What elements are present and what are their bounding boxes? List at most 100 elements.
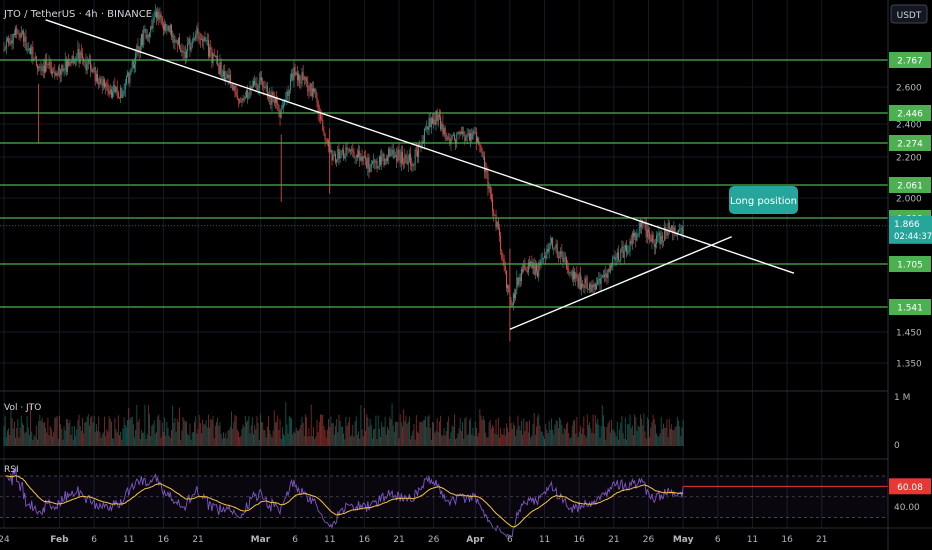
candle-body — [557, 256, 559, 258]
candle-body — [519, 277, 521, 282]
time-axis[interactable]: 24 Feb 6 11 16 21 Mar 6 11 16 21 26 Apr 6 11 16 21 26 May 6… — [0, 535, 827, 545]
volume-bar — [62, 439, 64, 446]
candle-body — [516, 277, 518, 290]
candle-body — [411, 164, 413, 167]
candle-body — [674, 227, 676, 233]
volume-bar — [105, 436, 107, 446]
candle-body — [481, 151, 483, 157]
volume-bar — [86, 416, 88, 446]
price-axis[interactable]: 2.7672.4462.2742.0611.8991.7051.5412.600… — [889, 52, 932, 513]
volume-bar — [30, 405, 32, 446]
candle-body — [460, 131, 462, 134]
candle-body — [551, 238, 552, 244]
candle-body — [355, 154, 357, 157]
candle-body — [295, 72, 297, 76]
candle-body — [493, 209, 495, 216]
candle-body — [212, 53, 214, 63]
long-position-callout[interactable]: Long position — [729, 186, 798, 214]
volume-bar — [93, 416, 95, 446]
candle-body — [140, 34, 142, 47]
candle-body — [523, 264, 525, 272]
volume-bar — [673, 430, 675, 446]
candle-body — [239, 99, 241, 102]
candle-body — [466, 133, 468, 138]
volume-bar — [590, 428, 592, 446]
level-price-badge — [889, 256, 931, 272]
volume-bar — [158, 414, 160, 446]
candle-body — [554, 247, 556, 249]
time-tick-label: 26 — [428, 535, 440, 545]
candle-body — [512, 293, 514, 305]
volume-bar — [571, 425, 573, 446]
candle-body — [315, 89, 317, 98]
candle-body — [591, 284, 593, 292]
volume-bar — [128, 407, 130, 446]
candle-body — [269, 95, 271, 99]
candle-body — [643, 223, 645, 224]
candle-body — [234, 85, 236, 92]
candle-body — [211, 49, 213, 63]
candle-body — [470, 133, 472, 141]
volume-bar — [54, 417, 56, 446]
candle-body — [49, 61, 51, 69]
volume-bar — [272, 430, 274, 446]
volume-bar — [576, 416, 578, 446]
candle-body — [249, 86, 251, 98]
candle-body — [375, 160, 377, 163]
candle-body — [650, 238, 652, 242]
candle-body — [350, 150, 351, 152]
candle-body — [482, 156, 484, 158]
volume-bar — [310, 404, 312, 446]
candle-body — [426, 126, 428, 129]
volume-bar — [569, 438, 571, 446]
volume-bar — [22, 423, 23, 446]
candle-body — [90, 60, 92, 70]
candle-body — [192, 38, 194, 40]
candle-body — [120, 87, 122, 99]
candle-body — [635, 232, 637, 241]
volume-bar — [426, 427, 428, 446]
volume-bar — [323, 425, 325, 446]
candle-body — [417, 150, 418, 157]
volume-bar — [682, 419, 684, 446]
volume-bar — [114, 417, 116, 446]
candle-body — [101, 82, 103, 87]
candle-body — [465, 137, 467, 142]
candle-body — [441, 123, 443, 130]
volume-bar — [97, 430, 99, 446]
candle-body — [548, 244, 550, 252]
volume-bar — [381, 421, 383, 446]
currency-badge[interactable]: USDT — [890, 4, 928, 24]
candle-body — [630, 240, 632, 244]
volume-bar — [65, 419, 67, 446]
volume-bar — [626, 439, 628, 446]
volume-bar — [175, 431, 177, 446]
candle-body — [100, 78, 102, 83]
volume-bar — [180, 439, 182, 446]
candle-body — [518, 277, 520, 285]
volume-bar — [37, 439, 38, 446]
volume-bar — [25, 431, 27, 446]
volume-bar — [214, 425, 216, 446]
candle-body — [564, 257, 566, 259]
candle-body — [455, 139, 457, 144]
volume-bar — [494, 433, 496, 446]
volume-bar — [90, 417, 92, 446]
volume-bar — [263, 430, 265, 446]
volume-bar — [605, 439, 607, 446]
candle-body — [276, 98, 278, 104]
volume-bar — [27, 427, 29, 446]
candle-body — [472, 131, 474, 140]
volume-bar — [591, 432, 593, 446]
candle-body — [159, 14, 161, 20]
candle-body — [10, 40, 12, 44]
candle-body — [307, 80, 309, 91]
candle-body — [397, 149, 399, 162]
volume-bar — [11, 417, 13, 446]
volume-bar — [298, 431, 299, 446]
candle-body — [332, 154, 334, 161]
volume-bar — [504, 435, 506, 446]
volume-bar — [254, 425, 256, 446]
candle-body — [451, 136, 453, 139]
